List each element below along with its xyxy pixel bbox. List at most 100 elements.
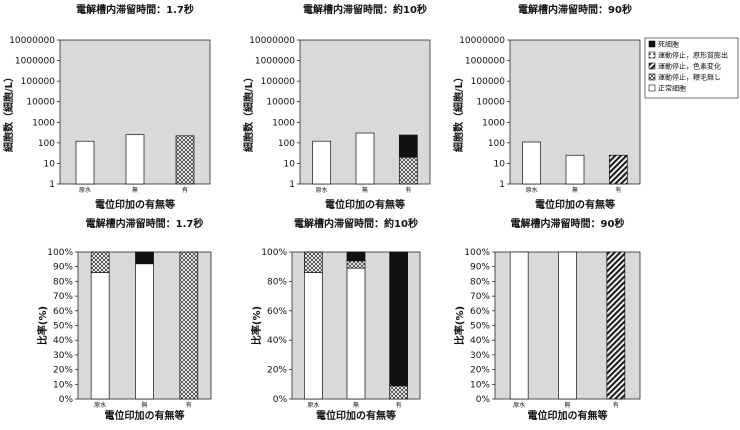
top-row-charts: 電解槽内滞留時間：1.7秒 1 10 100 1000 10000 100000 100000… [2,3,641,211]
x-tick-label: 無 [141,401,147,409]
bar-segment [303,251,323,273]
panel-title: 電解槽内滞留時間：90秒 [518,3,632,16]
bar-segment [135,263,154,400]
bar-segment [565,154,585,185]
y-tick-label: 100 [488,139,505,149]
y-tick-label: 60% [470,307,490,317]
y-tick-label: 60% [53,307,73,317]
x-tick-label: 原水 [307,401,319,409]
bar-segment [558,251,577,400]
bottom_row-panel-2: 電解槽内滞留時間：約10秒 0% 20% 40% 60% 80% 100% 比率(%) 電位印加… [250,217,421,422]
x-tick-label: 有 [405,186,411,194]
y-tick-label: 70% [470,292,490,302]
bar-segment [75,140,95,185]
y-tick-label: 100 [38,139,55,149]
y-tick-label: 10000000 [459,36,505,46]
x-axis-label: 電位印加の有無等 [535,198,615,211]
x-axis-label: 電位印加の有無等 [316,409,396,422]
bar-segment [312,140,332,185]
bar-segment [509,251,529,400]
bar-segment [608,154,628,185]
y-tick-label: 80% [53,277,73,287]
y-axis-label: 細胞数（細胞/L） [242,72,255,152]
y-tick-label: 10 [284,159,296,169]
y-tick-label: 40% [470,336,490,346]
y-tick-label: 20% [53,366,73,376]
panel-title: 電解槽内滞留時間：約10秒 [294,217,418,230]
bar-segment [346,267,366,400]
x-axis-label: 電位印加の有無等 [105,409,185,422]
bar-segment [179,251,199,400]
y-tick-label: 100000 [21,77,56,87]
bar-segment [346,251,366,262]
y-tick-label: 50% [470,322,490,332]
y-tick-label: 100% [47,248,73,258]
bar-segment [175,135,195,185]
y-tick-label: 0% [59,395,74,405]
y-axis-label: 比率(%) [250,306,263,345]
y-tick-label: 100000 [261,77,296,87]
top_row-panel-3: 電解槽内滞留時間：90秒 1 10 100 1000 10000 100000 1000000… [452,3,641,211]
x-tick-label: 有 [186,401,192,409]
y-tick-label: 1000 [32,118,55,128]
panel-title: 電解槽内滞留時間：約10秒 [303,3,427,16]
legend-swatch [648,73,656,81]
legend-label: 死細胞 [658,40,679,49]
y-tick-label: 10000 [476,98,505,108]
x-tick-label: 無 [362,186,368,194]
x-tick-label: 原水 [526,186,538,194]
panel-title: 電解槽内滞留時間：1.7秒 [76,3,194,16]
y-tick-label: 1000000 [15,57,55,67]
bar-segment [389,251,409,387]
y-tick-label: 1000000 [255,57,295,67]
y-tick-label: 10000000 [9,36,55,46]
y-tick-label: 10 [44,159,56,169]
y-tick-label: 20% [267,366,287,376]
top_row-panel-2: 電解槽内滞留時間：約10秒 1 10 100 1000 10000 100000 100000… [242,3,431,211]
y-tick-label: 1000 [272,118,295,128]
x-tick-label: 有 [396,401,402,409]
y-tick-label: 10% [470,380,490,390]
y-tick-label: 100% [261,248,287,258]
y-tick-label: 1 [499,180,505,190]
legend-swatch [648,40,656,48]
y-tick-label: 1 [49,180,55,190]
x-tick-label: 有 [182,186,188,194]
bar-segment [303,272,323,400]
y-tick-label: 20% [470,366,490,376]
y-tick-label: 90% [470,263,490,273]
x-tick-label: 無 [132,186,138,194]
y-tick-label: 10% [53,380,73,390]
y-tick-label: 90% [53,263,73,273]
legend-box [644,37,739,99]
x-tick-label: 有 [615,186,621,194]
x-axis-label: 電位印加の有無等 [95,198,175,211]
x-tick-label: 原水 [94,401,106,409]
legend-swatch [648,51,656,59]
legend-swatch [648,84,656,92]
y-tick-label: 30% [470,351,490,361]
bottom-row-charts: 電解槽内滞留時間：1.7秒 0% 10% 20% 30% 40% 50% 60% 70% 80% 9… [36,217,641,422]
x-axis-label: 電位印加の有無等 [528,409,608,422]
y-tick-label: 60% [267,307,287,317]
legend-label: 運動停止，鞭毛無し [658,73,721,82]
y-tick-label: 1000 [482,118,505,128]
y-tick-label: 100000 [471,77,506,87]
y-tick-label: 80% [267,277,287,287]
x-tick-label: 無 [564,401,570,409]
y-axis-label: 比率(%) [36,306,49,345]
y-tick-label: 1000000 [465,57,505,67]
x-tick-label: 原水 [316,186,328,194]
bar-segment [135,251,154,265]
y-tick-label: 70% [53,292,73,302]
y-tick-label: 50% [53,322,73,332]
bar-segment [90,272,110,400]
bottom_row-panel-1: 電解槽内滞留時間：1.7秒 0% 10% 20% 30% 40% 50% 60% 70% 80% 9… [36,217,212,422]
y-tick-label: 0% [476,395,491,405]
panel-title: 電解槽内滞留時間：1.7秒 [86,217,204,230]
top_row-panel-1: 電解槽内滞留時間：1.7秒 1 10 100 1000 10000 100000 100000… [2,3,211,211]
x-tick-label: 有 [613,401,619,409]
y-tick-label: 0% [273,395,288,405]
y-tick-label: 80% [470,277,490,287]
x-tick-label: 原水 [513,401,525,409]
